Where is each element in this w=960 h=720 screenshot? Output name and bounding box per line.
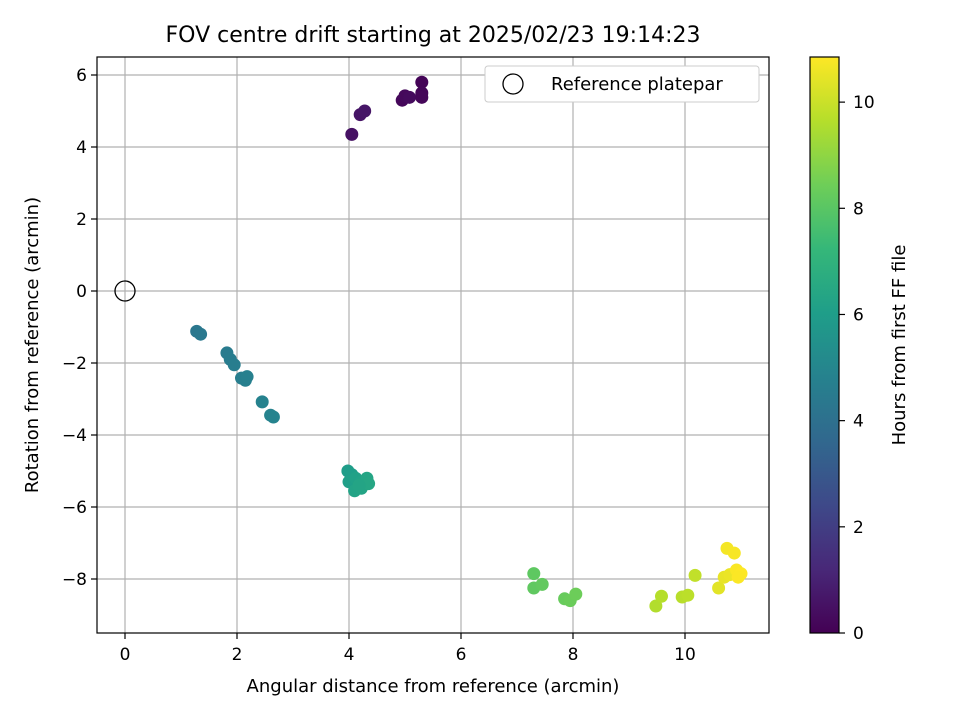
legend: Reference platepar [484, 65, 760, 103]
x-tick-label: 10 [674, 645, 696, 665]
grid [97, 57, 769, 633]
data-point [266, 410, 280, 424]
data-point [352, 478, 366, 492]
x-axis-label: Angular distance from reference (arcmin) [247, 676, 620, 697]
y-tick-label: 2 [76, 210, 87, 230]
data-points [190, 75, 748, 613]
data-point [535, 577, 549, 591]
y-tick-label: 0 [76, 282, 87, 302]
chart-title: FOV centre drift starting at 2025/02/23 … [166, 23, 701, 48]
y-tick-label: −8 [62, 570, 87, 590]
colorbar: 0 2 4 6 8 10 Hours from first FF file [809, 56, 910, 644]
legend-marker-icon [502, 73, 524, 95]
data-point [649, 599, 663, 613]
data-point [654, 589, 668, 603]
x-axis-ticks: 0 2 4 6 8 10 [120, 633, 696, 665]
reference-marker-group [114, 280, 136, 302]
colorbar-tick-label: 2 [853, 518, 864, 538]
plot-frame [96, 56, 770, 634]
legend-entry-label: Reference platepar [551, 74, 723, 95]
x-tick-label: 8 [568, 645, 579, 665]
data-point [345, 127, 359, 141]
data-point [681, 588, 695, 602]
colorbar-gradient [810, 57, 839, 633]
colorbar-tick-label: 4 [853, 412, 864, 432]
data-point [527, 567, 541, 581]
y-tick-label: −4 [62, 426, 87, 446]
colorbar-ticks: 0 2 4 6 8 10 [839, 93, 875, 644]
colorbar-label: Hours from first FF file [889, 245, 910, 446]
data-point [415, 90, 429, 104]
y-axis-ticks: −8 −6 −4 −2 0 2 4 6 [62, 66, 97, 590]
data-point [358, 104, 372, 118]
data-point [727, 546, 741, 560]
colorbar-tick-label: 10 [853, 93, 875, 113]
colorbar-frame [809, 56, 840, 634]
x-tick-label: 2 [232, 645, 243, 665]
data-point [227, 358, 241, 372]
colorbar-tick-label: 0 [853, 624, 864, 644]
data-point [688, 568, 702, 582]
data-point [712, 581, 726, 595]
reference-platepar-marker [114, 280, 136, 302]
data-point [415, 75, 429, 89]
x-tick-label: 6 [456, 645, 467, 665]
data-point [240, 370, 254, 384]
colorbar-tick-label: 8 [853, 199, 864, 219]
x-tick-label: 0 [120, 645, 131, 665]
y-tick-label: 4 [76, 138, 87, 158]
data-point [402, 90, 416, 104]
data-point [569, 587, 583, 601]
data-point [255, 395, 269, 409]
y-axis-label: Rotation from reference (arcmin) [22, 197, 43, 493]
y-tick-label: 6 [76, 66, 87, 86]
x-tick-label: 4 [344, 645, 355, 665]
data-point [194, 327, 208, 341]
data-point [731, 570, 745, 584]
y-tick-label: −2 [62, 354, 87, 374]
legend-box [484, 65, 760, 103]
y-tick-label: −6 [62, 498, 87, 518]
colorbar-tick-label: 6 [853, 305, 864, 325]
